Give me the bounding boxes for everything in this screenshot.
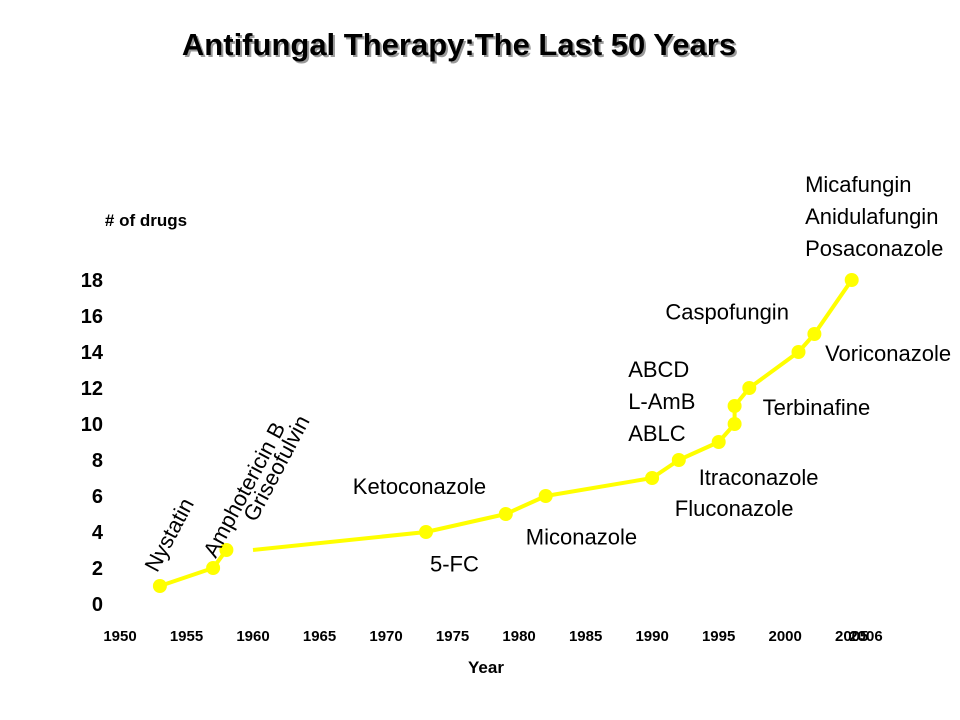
data-point xyxy=(727,399,742,413)
drug-label-line: ABLC xyxy=(628,421,686,446)
y-tick-label: 6 xyxy=(92,486,103,508)
drug-label: Itraconazole xyxy=(699,465,819,490)
data-point xyxy=(645,471,660,485)
x-tick-label: 1960 xyxy=(236,628,269,645)
x-tick-label: 1975 xyxy=(436,628,469,645)
drug-label-line: ABCD xyxy=(628,357,689,382)
data-point xyxy=(844,273,859,287)
chart-title: Antifungal Therapy:The Last 50 Years xyxy=(182,27,736,62)
data-point xyxy=(206,561,221,575)
x-tick-label: 1955 xyxy=(170,628,203,645)
drug-label: Ketoconazole xyxy=(353,474,486,499)
y-tick-label: 12 xyxy=(81,378,103,400)
data-point xyxy=(419,525,433,539)
drug-label: Micafungin Anidulafungin Posaconazole xyxy=(805,172,943,261)
drug-label: Miconazole xyxy=(526,525,637,550)
drug-label-line: Nystatin xyxy=(140,494,199,576)
y-tick-label: 8 xyxy=(92,450,103,472)
drug-label: Voriconazole xyxy=(825,341,951,366)
drug-label: Caspofungin xyxy=(665,300,789,325)
x-tick-label: 1980 xyxy=(502,628,535,645)
y-tick-label: 4 xyxy=(92,522,104,544)
drug-label-line: Voriconazole xyxy=(825,341,951,366)
drug-label-line: Miconazole xyxy=(526,525,637,550)
drug-label-line: Anidulafungin xyxy=(805,204,938,229)
data-point xyxy=(807,327,822,341)
chart-title-group: Antifungal Therapy:The Last 50 Years Ant… xyxy=(182,27,738,64)
x-axis-label: Year xyxy=(468,658,504,677)
drug-label: Nystatin xyxy=(140,494,199,576)
x-tick-label: 2005 xyxy=(835,628,868,645)
x-tick-label: 1965 xyxy=(303,628,336,645)
y-tick-label: 16 xyxy=(81,306,103,328)
data-point xyxy=(791,345,806,359)
drug-label: Terbinafine xyxy=(763,395,871,420)
data-point xyxy=(711,435,726,449)
drug-label-line: Caspofungin xyxy=(665,300,789,325)
drug-label: 5-FC xyxy=(430,552,479,577)
y-ticks: 0 2 4 6 8 10 12 14 16 18 xyxy=(81,270,104,616)
x-ticks: 1950 1955 1960 1965 1970 1975 1980 1985 1990 1995… xyxy=(103,628,882,645)
x-tick-label: 1985 xyxy=(569,628,602,645)
drug-label-line: Itraconazole xyxy=(699,465,819,490)
x-tick-label: 1990 xyxy=(635,628,668,645)
drug-label-line: 5-FC xyxy=(430,552,479,577)
data-point xyxy=(152,579,167,593)
drug-label-line: Ketoconazole xyxy=(353,474,486,499)
data-point xyxy=(219,543,234,557)
x-tick-label: 2006 xyxy=(849,628,882,645)
x-tick-label: 1950 xyxy=(103,628,136,645)
data-point xyxy=(671,453,686,467)
drug-label-line: Micafungin xyxy=(805,172,911,197)
y-axis-label: # of drugs xyxy=(105,211,187,230)
drug-label-line: L-AmB xyxy=(628,389,695,414)
x-tick-label: 2000 xyxy=(768,628,801,645)
y-tick-label: 14 xyxy=(81,342,104,364)
data-point xyxy=(727,417,742,431)
x-tick-label: 1970 xyxy=(369,628,402,645)
data-point xyxy=(498,507,513,521)
data-point xyxy=(742,381,757,395)
y-tick-label: 10 xyxy=(81,414,103,436)
drug-label: ABCD L-AmB ABLC xyxy=(628,357,695,446)
x-tick-label: 1995 xyxy=(702,628,735,645)
y-tick-label: 18 xyxy=(81,270,103,292)
drug-label-line: Posaconazole xyxy=(805,236,943,261)
y-tick-label: 2 xyxy=(92,558,103,580)
drug-label: Fluconazole xyxy=(675,496,794,521)
data-markers xyxy=(152,273,859,593)
drug-label-line: Fluconazole xyxy=(675,496,794,521)
y-tick-label: 0 xyxy=(92,594,103,616)
drug-label-line: Terbinafine xyxy=(763,395,871,420)
chart-title-shadow: Antifungal Therapy:The Last 50 Years xyxy=(184,29,738,64)
data-point xyxy=(538,489,553,503)
